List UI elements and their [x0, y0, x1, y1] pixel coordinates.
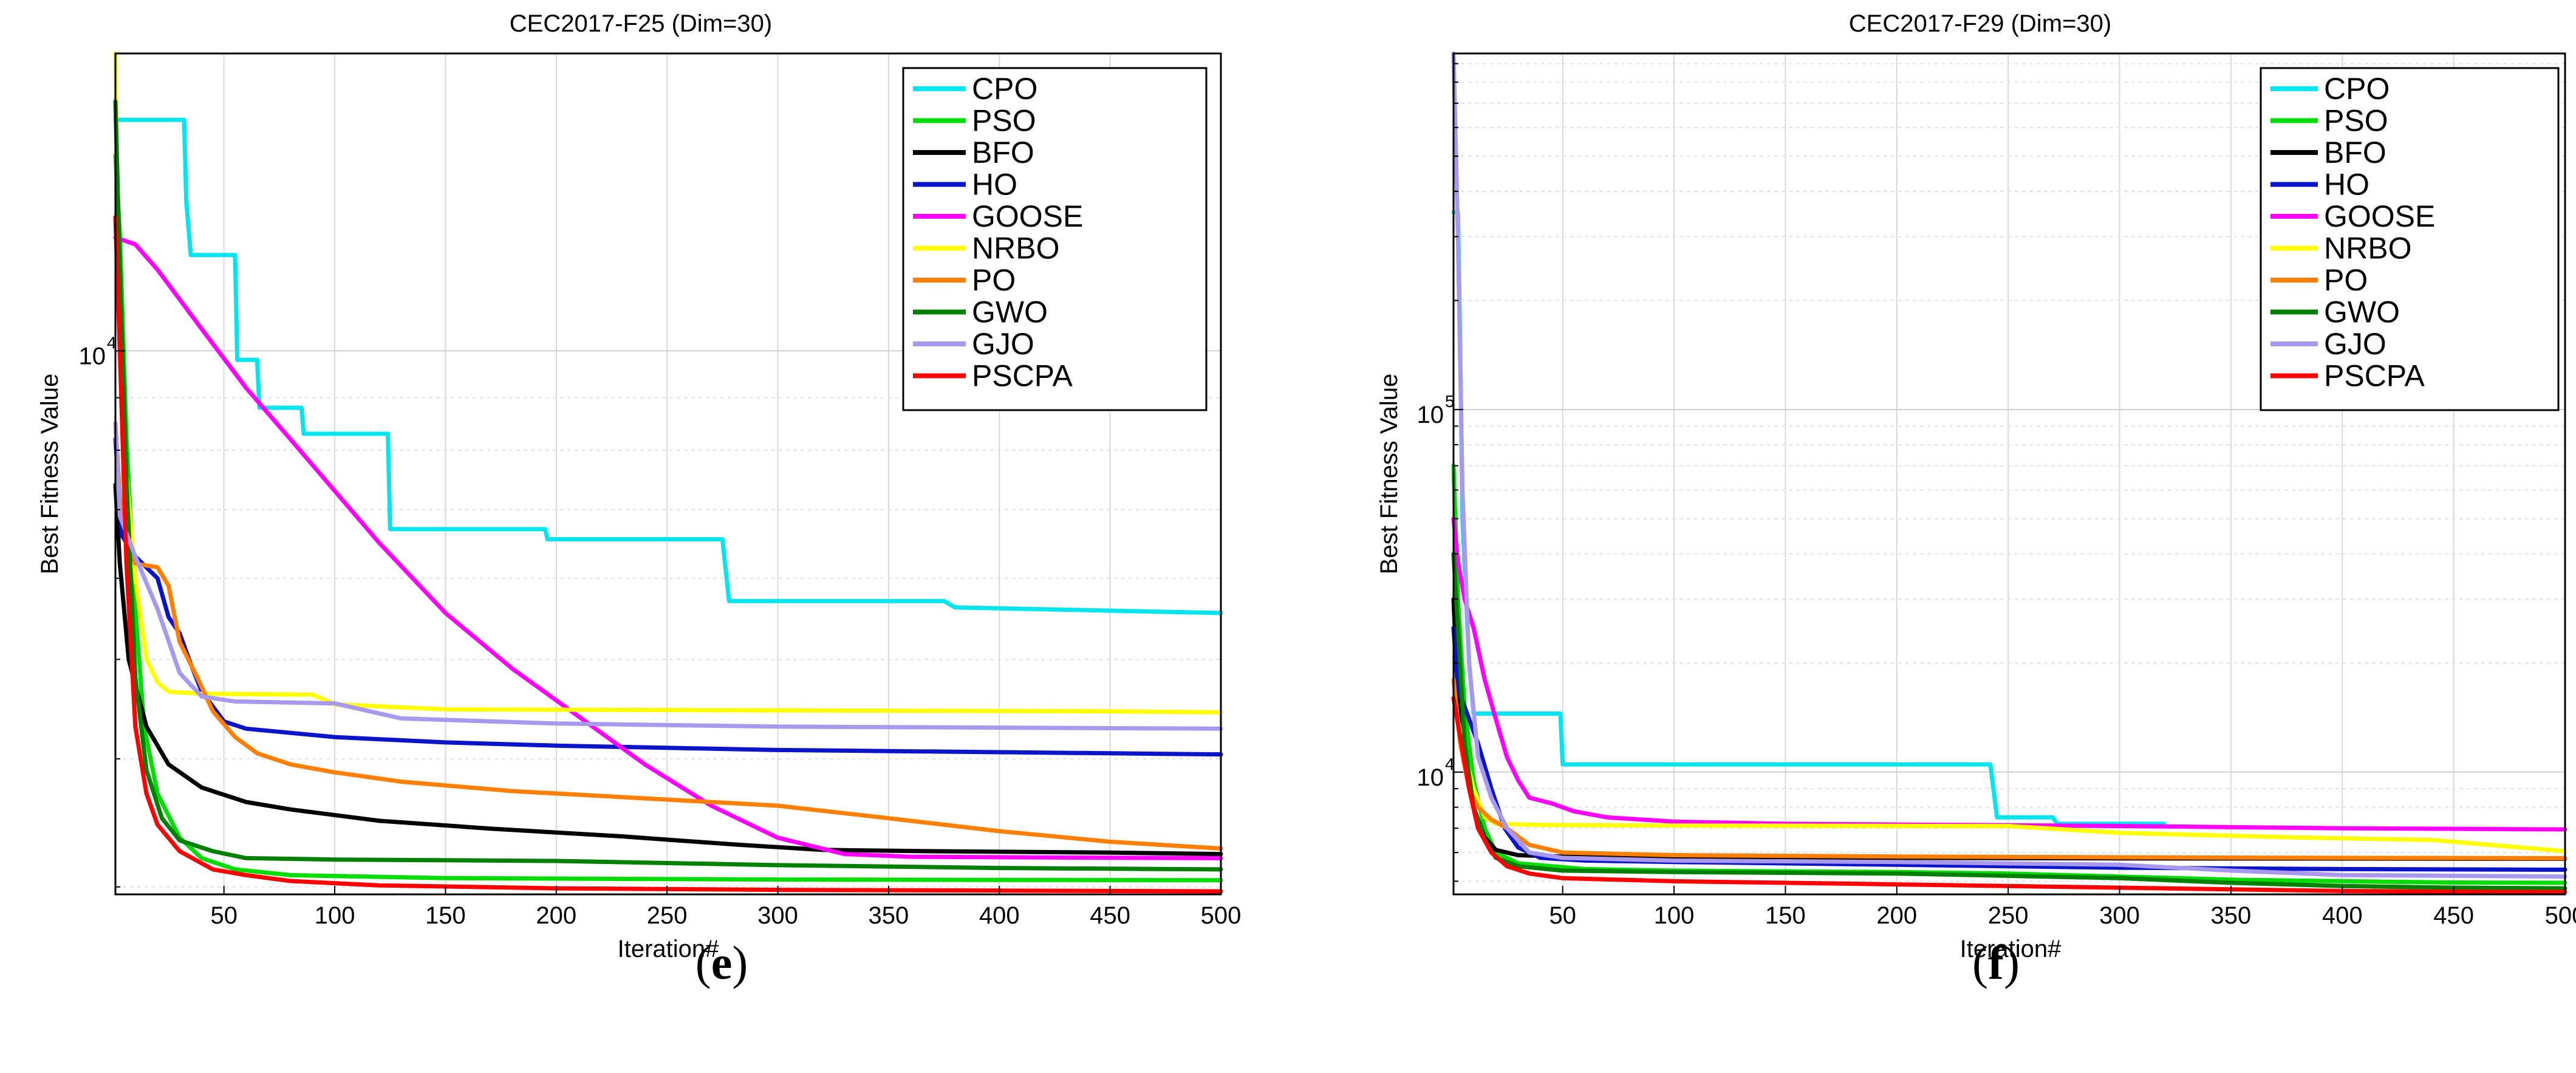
chart-e-title: CEC2017-F25 (Dim=30): [510, 10, 772, 37]
chart-e: CEC2017-F25 (Dim=30) 50 100 150 200 250 300 35…: [36, 10, 1241, 962]
legend-label-nrbo: NRBO: [972, 231, 1059, 266]
chart-f-plot-frame: [1452, 52, 2566, 896]
series-line-pscpa: [1451, 696, 2567, 894]
legend-label-po: PO: [972, 263, 1016, 297]
legend-box: [902, 67, 1208, 411]
panel-label-e: (e): [695, 936, 748, 989]
legend-label-cpo: CPO: [2324, 72, 2390, 106]
x-tick-label: 50: [210, 902, 237, 929]
chart-f-xlabel: Iteration#: [1960, 936, 2062, 962]
chart-e-series: [113, 51, 1223, 894]
legend-label-pso: PSO: [972, 104, 1036, 138]
y-tick-exponent: 5: [1445, 392, 1455, 411]
legend-box: [2260, 67, 2560, 411]
legend-label-goose: GOOSE: [972, 199, 1083, 233]
legend-label-gwo: GWO: [2324, 295, 2400, 329]
panel-label-f-letter: f: [1988, 936, 2004, 989]
legend-label-pscpa: PSCPA: [2324, 359, 2425, 393]
legend-label-po: PO: [2324, 263, 2368, 297]
chart-e-x-ticks: 50 100 150 200 250 300 350 400 450 500: [210, 886, 1241, 929]
x-tick-label: 350: [2211, 902, 2252, 929]
legend-label-gjo: GJO: [2324, 327, 2386, 361]
legend-label-ho: HO: [2324, 168, 2369, 202]
legend-label-cpo: CPO: [972, 72, 1037, 106]
chart-e-plot-frame: [114, 52, 1222, 896]
x-tick-label: 350: [869, 902, 909, 929]
chart-e-xlabel: Iteration#: [618, 936, 720, 962]
series-line-gjo: [1451, 51, 2567, 879]
chart-f-x-ticks: 50 100 150 200 250 300 350 400 450 500: [1549, 886, 2576, 929]
chart-f-ylabel: Best Fitness Value: [1376, 374, 1402, 575]
x-tick-label: 450: [2433, 902, 2474, 929]
chart-e-y-ticks: 104: [79, 333, 125, 888]
y-tick-label: 10: [1417, 764, 1444, 791]
x-tick-label: 500: [2545, 902, 2576, 929]
legend-label-ho: HO: [972, 168, 1017, 202]
x-tick-label: 300: [2099, 902, 2140, 929]
x-tick-label: 500: [1201, 902, 1242, 929]
x-tick-label: 450: [1090, 902, 1130, 929]
y-tick-exponent: 4: [107, 333, 117, 352]
legend-label-nrbo: NRBO: [2324, 231, 2411, 266]
chart-e-ylabel: Best Fitness Value: [36, 374, 63, 575]
x-tick-label: 100: [315, 902, 355, 929]
legend-label-bfo: BFO: [972, 135, 1034, 170]
legend-label-pscpa: PSCPA: [972, 359, 1073, 393]
x-tick-label: 400: [979, 902, 1020, 929]
x-tick-label: 200: [536, 902, 576, 929]
x-tick-label: 150: [425, 902, 466, 929]
series-line-gjo: [113, 421, 1223, 731]
y-tick-label: 10: [79, 343, 106, 369]
x-tick-label: 100: [1654, 902, 1695, 929]
chart-f-title: CEC2017-F29 (Dim=30): [1849, 10, 2111, 37]
x-tick-label: 250: [647, 902, 688, 929]
series-line-pscpa: [113, 215, 1223, 894]
series-line-po: [113, 421, 1223, 851]
x-tick-label: 150: [1765, 902, 1806, 929]
x-tick-label: 400: [2322, 902, 2363, 929]
panel-label-e-letter: e: [711, 936, 733, 989]
legend-label-pso: PSO: [2324, 104, 2388, 138]
series-line-ho: [1451, 625, 2567, 872]
x-tick-label: 200: [1876, 902, 1917, 929]
legend-label-bfo: BFO: [2324, 135, 2386, 170]
y-tick-exponent: 4: [1445, 755, 1455, 773]
y-tick-label: 10: [1417, 402, 1444, 428]
x-tick-label: 50: [1549, 902, 1576, 929]
legend-label-gjo: GJO: [972, 327, 1034, 361]
legend-label-goose: GOOSE: [2324, 199, 2435, 233]
series-line-goose: [113, 235, 1223, 860]
x-tick-label: 250: [1988, 902, 2029, 929]
series-line-cpo: [113, 117, 1223, 615]
chart-f: CEC2017-F29 (Dim=30) 50 100 150 200 250 300 35…: [1376, 10, 2576, 962]
panel-label-f: (f): [1972, 936, 2020, 989]
series-line-gwo: [113, 99, 1223, 872]
series-line-gwo: [1451, 552, 2567, 891]
legend-label-gwo: GWO: [972, 295, 1048, 329]
x-tick-label: 300: [757, 902, 798, 929]
chart-f-series: [1451, 51, 2567, 894]
